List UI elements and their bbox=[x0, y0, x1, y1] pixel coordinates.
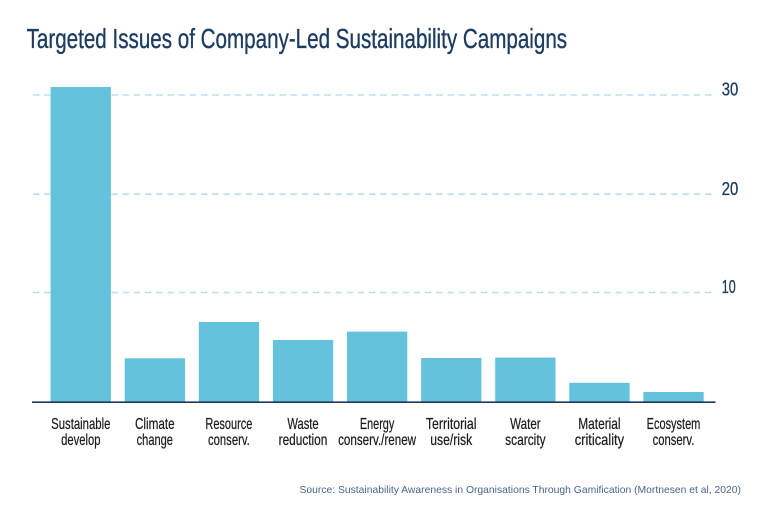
svg-text:Energy: Energy bbox=[360, 416, 394, 433]
svg-text:Climate: Climate bbox=[135, 416, 175, 433]
svg-text:Resource: Resource bbox=[205, 416, 252, 433]
svg-text:change: change bbox=[137, 432, 173, 449]
svg-text:Source: Sustainability Awarene: Source: Sustainability Awareness in Orga… bbox=[300, 484, 742, 496]
svg-text:develop: develop bbox=[61, 432, 101, 449]
svg-text:Material: Material bbox=[578, 416, 620, 433]
svg-text:Sustainable: Sustainable bbox=[51, 416, 110, 433]
svg-text:Water: Water bbox=[510, 416, 541, 433]
svg-text:Targeted Issues of Company-Led: Targeted Issues of Company-Led Sustainab… bbox=[27, 22, 568, 54]
svg-text:criticality: criticality bbox=[575, 432, 624, 449]
svg-text:Territorial: Territorial bbox=[426, 416, 477, 433]
svg-text:conserv.: conserv. bbox=[653, 432, 695, 449]
svg-text:reduction: reduction bbox=[279, 432, 328, 449]
svg-text:scarcity: scarcity bbox=[505, 432, 546, 449]
svg-text:10: 10 bbox=[722, 276, 736, 297]
svg-text:30: 30 bbox=[722, 79, 739, 100]
svg-text:Waste: Waste bbox=[287, 416, 318, 433]
svg-text:conserv./renew: conserv./renew bbox=[338, 432, 417, 449]
svg-text:conserv.: conserv. bbox=[208, 432, 250, 449]
svg-text:20: 20 bbox=[722, 178, 739, 199]
svg-text:Ecosystem: Ecosystem bbox=[647, 416, 701, 433]
svg-text:use/risk: use/risk bbox=[430, 432, 472, 449]
